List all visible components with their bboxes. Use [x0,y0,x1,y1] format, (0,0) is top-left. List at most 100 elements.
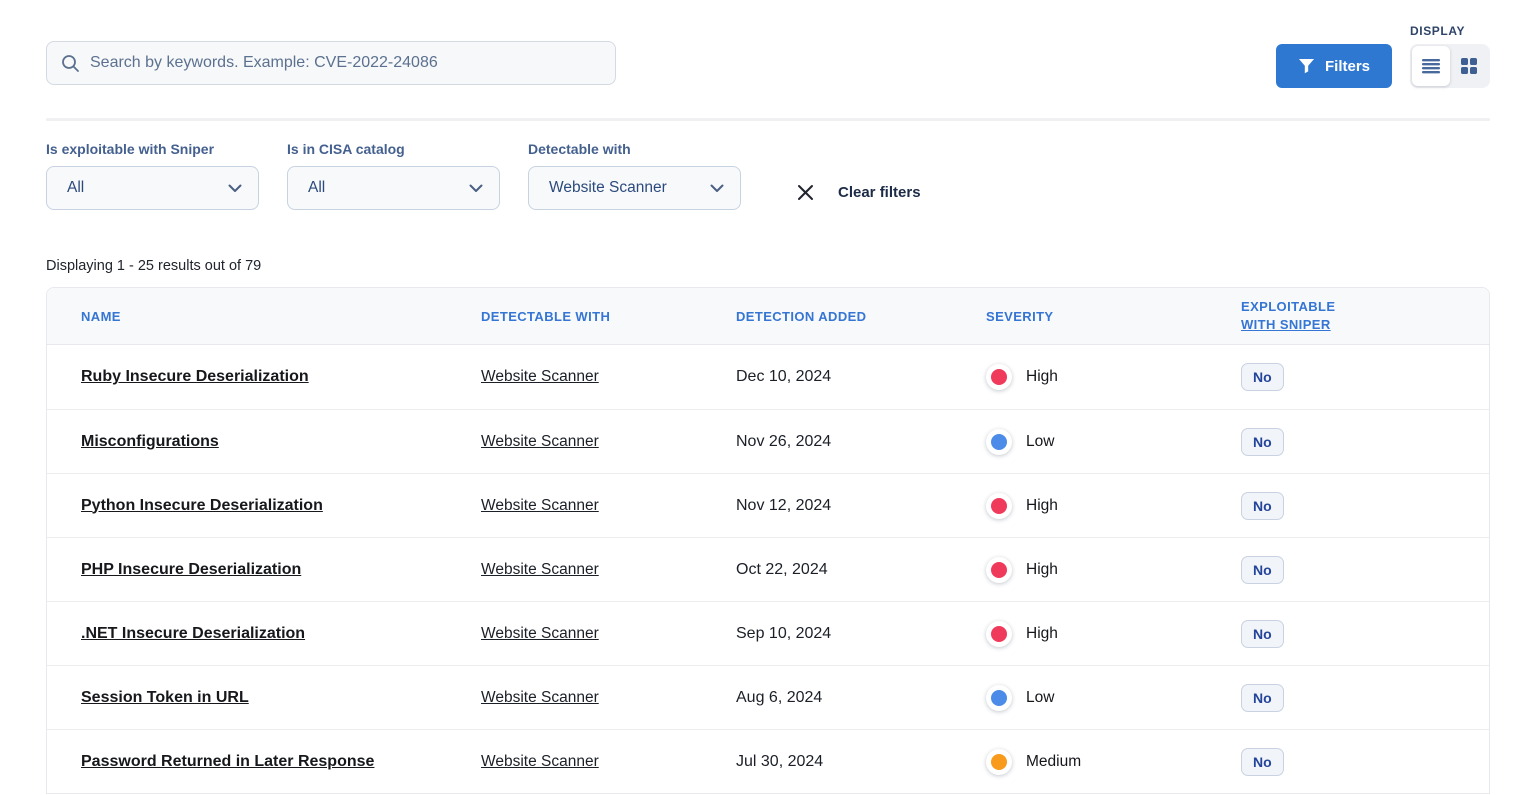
detection-name-link[interactable]: Ruby Insecure Deserialization [81,368,309,385]
exploitable-header-line1: EXPLOITABLE [1241,299,1336,315]
detections-table: NAME DETECTABLE WITH DETECTION ADDED SEV… [46,287,1490,794]
column-header-severity: SEVERITY [986,308,1054,324]
section-divider [46,118,1490,121]
chevron-down-icon [469,184,483,193]
filter-label: Is exploitable with Sniper [46,141,215,157]
exploitable-badge: No [1241,619,1284,648]
detection-added-date: Dec 10, 2024 [736,368,832,385]
severity-label: Low [1026,432,1055,450]
exploitable-badge: No [1241,363,1284,391]
topbar-right: Filters DISPLAY [1275,24,1490,88]
severity-dot-chip [986,684,1012,711]
severity-label: Low [1026,688,1055,706]
view-toggle [1410,44,1490,88]
severity-dot-chip [986,748,1012,775]
list-view-button[interactable] [1412,46,1450,86]
exploitable-badge: No [1241,555,1284,584]
filter-row: Is exploitable with Sniper All Is in CIS… [0,121,1536,214]
severity-dot [991,689,1007,706]
column-header-detection-added: DETECTION ADDED [736,308,867,324]
table-row: Password Returned in Later Response Webs… [47,729,1489,793]
display-label: DISPLAY [1410,24,1466,38]
severity-dot [991,561,1007,578]
severity-dot [991,369,1007,385]
severity-dot-chip [986,364,1012,390]
grid-view-icon [1460,57,1478,75]
column-header-detectable-with: DETECTABLE WITH [481,308,611,324]
severity-dot [991,433,1007,450]
column-header-exploitable-with-sniper[interactable]: EXPLOITABLE WITH SNIPER [1241,298,1489,333]
detection-name-link[interactable]: Python Insecure Deserialization [81,496,323,514]
severity-label: High [1026,496,1058,514]
detectable-with-link[interactable]: Website Scanner [481,496,599,514]
detectable-with-link[interactable]: Website Scanner [481,752,599,770]
chevron-down-icon [228,184,242,193]
clear-filters-button[interactable]: Clear filters [797,170,921,214]
filter-funnel-icon [1298,58,1315,74]
detection-added-date: Sep 10, 2024 [736,624,832,642]
filter-group-detectable-with: Detectable with Website Scanner [528,141,741,210]
detection-name-link[interactable]: Password Returned in Later Response [81,752,375,770]
exploitable-header-line2: WITH SNIPER [1241,317,1331,332]
clear-filters-label: Clear filters [838,183,921,201]
severity-dot-chip [986,556,1012,583]
display-group: DISPLAY [1410,24,1490,88]
select-value: Website Scanner [549,179,667,196]
table-row: PHP Insecure Deserialization Website Sca… [47,537,1489,601]
severity-cell: High [986,556,1241,583]
filter-label: Detectable with [528,141,631,157]
severity-dot [991,625,1007,642]
detection-added-date: Nov 26, 2024 [736,432,832,450]
detectable-with-link[interactable]: Website Scanner [481,368,599,385]
chevron-down-icon [710,184,724,193]
severity-dot-chip [986,428,1012,455]
list-view-icon [1421,58,1441,74]
detection-name-link[interactable]: PHP Insecure Deserialization [81,560,302,578]
filters-button-label: Filters [1324,57,1370,75]
detectable-with-select[interactable]: Website Scanner [528,166,741,210]
severity-dot [991,497,1007,514]
detectable-with-link[interactable]: Website Scanner [481,560,599,578]
select-value: All [67,179,85,196]
close-icon [797,184,814,201]
severity-label: Medium [1026,752,1082,770]
detectable-with-link[interactable]: Website Scanner [481,688,599,706]
severity-label: High [1026,624,1058,642]
detection-name-link[interactable]: Session Token in URL [81,688,249,706]
cisa-catalog-select[interactable]: All [287,166,500,210]
filter-group-cisa-catalog: Is in CISA catalog All [287,141,500,210]
detection-added-date: Jul 30, 2024 [736,752,824,770]
detectable-with-link[interactable]: Website Scanner [481,432,599,450]
table-header-row: NAME DETECTABLE WITH DETECTION ADDED SEV… [47,288,1489,345]
filter-label: Is in CISA catalog [287,141,405,157]
table-row: .NET Insecure Deserialization Website Sc… [47,601,1489,665]
exploitable-badge: No [1241,747,1284,776]
filters-button[interactable]: Filters [1275,44,1392,88]
detection-name-link[interactable]: Misconfigurations [81,432,219,450]
search-box[interactable] [46,41,616,85]
severity-dot-chip [986,620,1012,647]
detectable-with-link[interactable]: Website Scanner [481,624,599,642]
table-row: Misconfigurations Website Scanner Nov 26… [47,409,1489,473]
select-value: All [308,179,326,196]
detection-name-link[interactable]: .NET Insecure Deserialization [81,624,306,642]
severity-cell: Low [986,684,1241,711]
grid-view-button[interactable] [1450,46,1488,86]
table-row: Python Insecure Deserialization Website … [47,473,1489,537]
table-row: Ruby Insecure Deserialization Website Sc… [47,345,1489,409]
severity-label: High [1026,560,1058,578]
severity-dot-chip [986,492,1012,519]
column-header-name: NAME [81,308,121,324]
detection-added-date: Nov 12, 2024 [736,496,832,514]
search-input[interactable] [90,54,601,72]
severity-dot [991,753,1007,770]
exploitable-badge: No [1241,491,1284,520]
exploitable-with-sniper-select[interactable]: All [46,166,259,210]
top-bar: Filters DISPLAY [0,0,1536,88]
severity-cell: Low [986,428,1241,455]
filter-group-exploitable-with-sniper: Is exploitable with Sniper All [46,141,259,210]
exploitable-badge: No [1241,427,1284,456]
severity-cell: High [986,364,1241,390]
severity-cell: High [986,620,1241,647]
severity-cell: High [986,492,1241,519]
